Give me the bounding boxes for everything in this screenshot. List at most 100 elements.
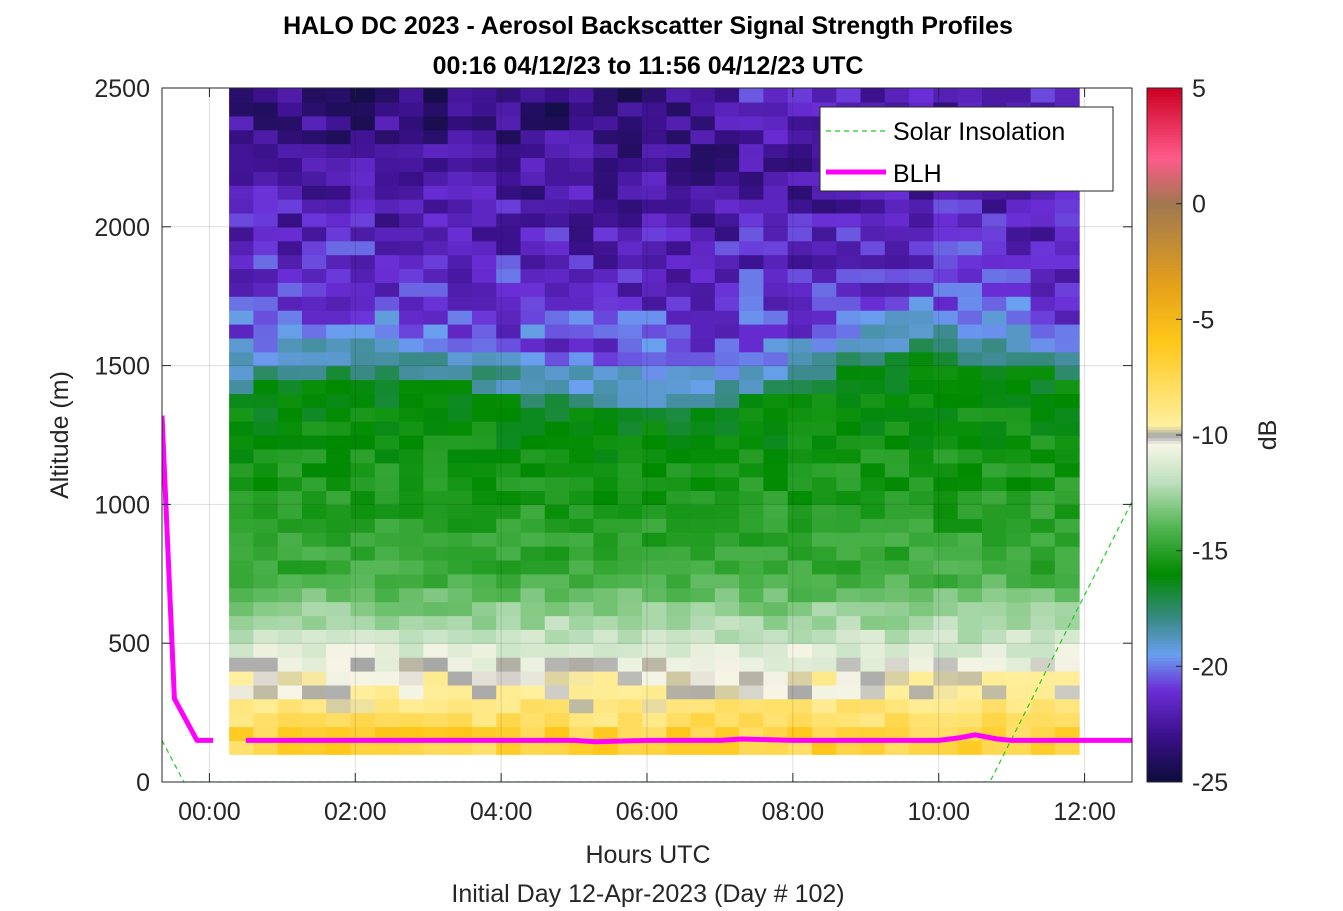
heatmap-cell bbox=[399, 393, 424, 408]
heatmap-cell bbox=[690, 476, 716, 492]
heatmap-cell bbox=[520, 684, 546, 700]
heatmap-cell bbox=[447, 462, 473, 478]
heatmap-cell bbox=[350, 199, 376, 214]
heatmap-cell bbox=[617, 573, 643, 589]
heatmap-cell bbox=[1006, 268, 1032, 283]
heatmap-cell bbox=[1054, 199, 1080, 214]
heatmap-cell bbox=[957, 268, 983, 283]
heatmap-cell bbox=[982, 310, 1007, 325]
heatmap-cell bbox=[374, 157, 400, 172]
heatmap-cell bbox=[909, 393, 934, 408]
heatmap-cell bbox=[447, 282, 473, 297]
heatmap-cell bbox=[447, 185, 473, 200]
heatmap-cell bbox=[253, 226, 279, 242]
heatmap-cell bbox=[787, 240, 813, 256]
colorbar-cell bbox=[1147, 316, 1182, 320]
heatmap-cell bbox=[763, 698, 789, 714]
heatmap-cell bbox=[229, 421, 254, 436]
heatmap-cell bbox=[496, 365, 522, 381]
heatmap-cell bbox=[520, 365, 546, 381]
heatmap-cell bbox=[350, 712, 376, 728]
heatmap-cell bbox=[447, 587, 473, 603]
heatmap-cell bbox=[496, 379, 522, 394]
colorbar-cell bbox=[1147, 186, 1182, 190]
heatmap-cell bbox=[763, 365, 789, 381]
heatmap-cell bbox=[1006, 518, 1032, 533]
heatmap-cell bbox=[593, 407, 619, 422]
heatmap-cell bbox=[690, 740, 716, 755]
heatmap-cell bbox=[302, 337, 327, 353]
heatmap-cell bbox=[472, 268, 497, 283]
heatmap-cell bbox=[472, 379, 497, 394]
heatmap-cell bbox=[302, 185, 327, 200]
colorbar-cell bbox=[1147, 481, 1182, 485]
heatmap bbox=[229, 88, 1080, 755]
colorbar-cell bbox=[1147, 270, 1182, 274]
heatmap-cell bbox=[617, 157, 643, 172]
heatmap-cell bbox=[544, 324, 570, 339]
heatmap-cell bbox=[1030, 365, 1056, 381]
heatmap-cell bbox=[787, 157, 813, 172]
colorbar-label: dB bbox=[1254, 420, 1282, 451]
colorbar-cell bbox=[1147, 524, 1182, 528]
heatmap-cell bbox=[812, 310, 837, 325]
heatmap-cell bbox=[909, 643, 934, 658]
colorbar-cell bbox=[1147, 322, 1182, 326]
heatmap-cell bbox=[326, 379, 352, 394]
heatmap-cell bbox=[666, 448, 692, 464]
heatmap-cell bbox=[544, 393, 570, 408]
colorbar-cell bbox=[1147, 310, 1182, 314]
heatmap-cell bbox=[739, 546, 764, 561]
heatmap-cell bbox=[569, 337, 594, 353]
heatmap-cell bbox=[374, 199, 400, 214]
heatmap-cell bbox=[860, 310, 886, 325]
heatmap-cell bbox=[1054, 698, 1080, 714]
heatmap-cell bbox=[496, 337, 522, 353]
colorbar-cell bbox=[1147, 764, 1182, 768]
heatmap-cell bbox=[229, 393, 254, 408]
heatmap-cell bbox=[884, 462, 910, 478]
heatmap-cell bbox=[812, 504, 837, 519]
colorbar-cell bbox=[1147, 750, 1182, 754]
heatmap-cell bbox=[569, 143, 594, 158]
heatmap-cell bbox=[884, 240, 910, 256]
heatmap-cell bbox=[423, 448, 449, 464]
colorbar-cell bbox=[1147, 513, 1182, 517]
heatmap-cell bbox=[593, 573, 619, 589]
heatmap-cell bbox=[933, 226, 959, 242]
heatmap-cell bbox=[569, 698, 594, 714]
heatmap-cell bbox=[326, 462, 352, 478]
heatmap-cell bbox=[763, 324, 789, 339]
heatmap-cell bbox=[714, 532, 740, 547]
heatmap-cell bbox=[933, 684, 959, 700]
heatmap-cell bbox=[1030, 393, 1056, 408]
colorbar-cell bbox=[1147, 579, 1182, 583]
heatmap-cell bbox=[569, 518, 594, 533]
heatmap-cell bbox=[714, 379, 740, 394]
heatmap-cell bbox=[277, 504, 303, 519]
heatmap-cell bbox=[423, 268, 449, 283]
heatmap-cell bbox=[617, 462, 643, 478]
heatmap-cell bbox=[884, 282, 910, 297]
heatmap-cell bbox=[1054, 351, 1080, 367]
heatmap-cell bbox=[326, 268, 352, 283]
heatmap-cell bbox=[326, 324, 352, 339]
heatmap-cell bbox=[690, 88, 716, 103]
colorbar-cell bbox=[1147, 541, 1182, 546]
colorbar-cell bbox=[1147, 544, 1182, 549]
heatmap-cell bbox=[520, 740, 546, 755]
heatmap-cell bbox=[229, 712, 254, 728]
heatmap-cell bbox=[860, 337, 886, 353]
heatmap-cell bbox=[836, 532, 862, 547]
heatmap-cell bbox=[593, 101, 619, 117]
heatmap-cell bbox=[714, 698, 740, 714]
heatmap-cell bbox=[884, 435, 910, 450]
heatmap-cell bbox=[982, 601, 1007, 617]
heatmap-cell bbox=[812, 559, 837, 575]
heatmap-cell bbox=[569, 157, 594, 172]
heatmap-cell bbox=[787, 185, 813, 200]
heatmap-cell bbox=[642, 337, 667, 353]
heatmap-cell bbox=[982, 532, 1007, 547]
heatmap-cell bbox=[544, 115, 570, 131]
heatmap-cell bbox=[690, 407, 716, 422]
